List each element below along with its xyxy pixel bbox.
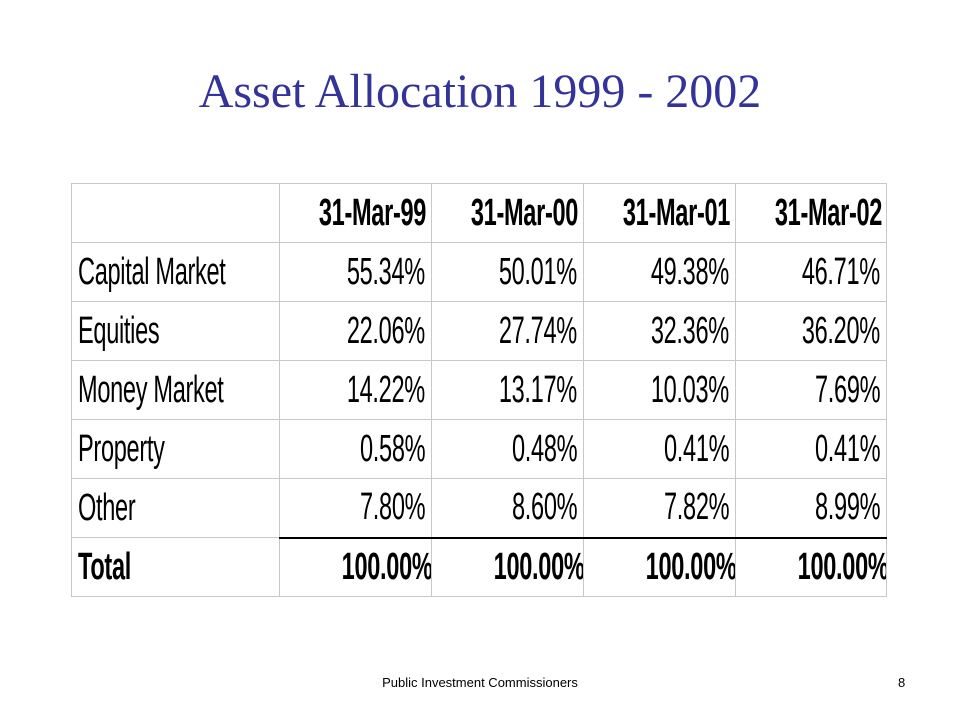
column-header: 31-Mar-99 xyxy=(279,183,432,243)
column-header: 31-Mar-00 xyxy=(431,183,584,243)
table-cell: 0.58% xyxy=(279,419,432,479)
table-cell: 0.41% xyxy=(583,419,736,479)
asset-allocation-table-container: 31-Mar-99 31-Mar-00 31-Mar-01 31-Mar-02 … xyxy=(71,183,887,597)
row-label: Capital Market xyxy=(71,242,280,302)
total-cell: 100.00% xyxy=(583,536,736,597)
table-cell: 22.06% xyxy=(279,301,432,361)
asset-allocation-table: 31-Mar-99 31-Mar-00 31-Mar-01 31-Mar-02 … xyxy=(71,183,887,597)
table-cell: 8.60% xyxy=(431,478,584,538)
header-corner-cell xyxy=(71,183,280,243)
total-cell: 100.00% xyxy=(735,536,887,597)
table-row: Capital Market 55.34% 50.01% 49.38% 46.7… xyxy=(71,242,887,302)
table-cell: 46.71% xyxy=(735,242,887,302)
table-header-row: 31-Mar-99 31-Mar-00 31-Mar-01 31-Mar-02 xyxy=(71,183,887,243)
footer-organization: Public Investment Commissioners xyxy=(382,675,578,690)
table-cell: 49.38% xyxy=(583,242,736,302)
table-cell: 36.20% xyxy=(735,301,887,361)
table-cell: 8.99% xyxy=(735,478,887,538)
total-label: Total xyxy=(71,537,280,597)
slide-title: Asset Allocation 1999 - 2002 xyxy=(198,65,762,118)
table-row: Money Market 14.22% 13.17% 10.03% 7.69% xyxy=(71,360,887,420)
row-label: Property xyxy=(71,419,280,479)
table-cell: 50.01% xyxy=(431,242,584,302)
table-cell: 55.34% xyxy=(279,242,432,302)
table-cell: 32.36% xyxy=(583,301,736,361)
table-cell: 14.22% xyxy=(279,360,432,420)
table-cell: 7.80% xyxy=(279,478,432,538)
table-cell: 13.17% xyxy=(431,360,584,420)
table-cell: 0.41% xyxy=(735,419,887,479)
row-label: Money Market xyxy=(71,360,280,420)
total-row: Total 100.00% 100.00% 100.00% 100.00% xyxy=(71,536,887,597)
table-row: Property 0.58% 0.48% 0.41% 0.41% xyxy=(71,419,887,479)
page-number: 8 xyxy=(898,675,906,690)
table-cell: 10.03% xyxy=(583,360,736,420)
row-label: Equities xyxy=(71,301,280,361)
table-row: Other 7.80% 8.60% 7.82% 8.99% xyxy=(71,478,887,538)
table-cell: 0.48% xyxy=(431,419,584,479)
column-header: 31-Mar-02 xyxy=(735,183,887,243)
table-row: Equities 22.06% 27.74% 32.36% 36.20% xyxy=(71,301,887,361)
table-cell: 27.74% xyxy=(431,301,584,361)
total-cell: 100.00% xyxy=(431,536,584,597)
column-header: 31-Mar-01 xyxy=(583,183,736,243)
table-cell: 7.69% xyxy=(735,360,887,420)
total-cell: 100.00% xyxy=(279,536,432,597)
row-label: Other xyxy=(71,478,280,538)
table-cell: 7.82% xyxy=(583,478,736,538)
